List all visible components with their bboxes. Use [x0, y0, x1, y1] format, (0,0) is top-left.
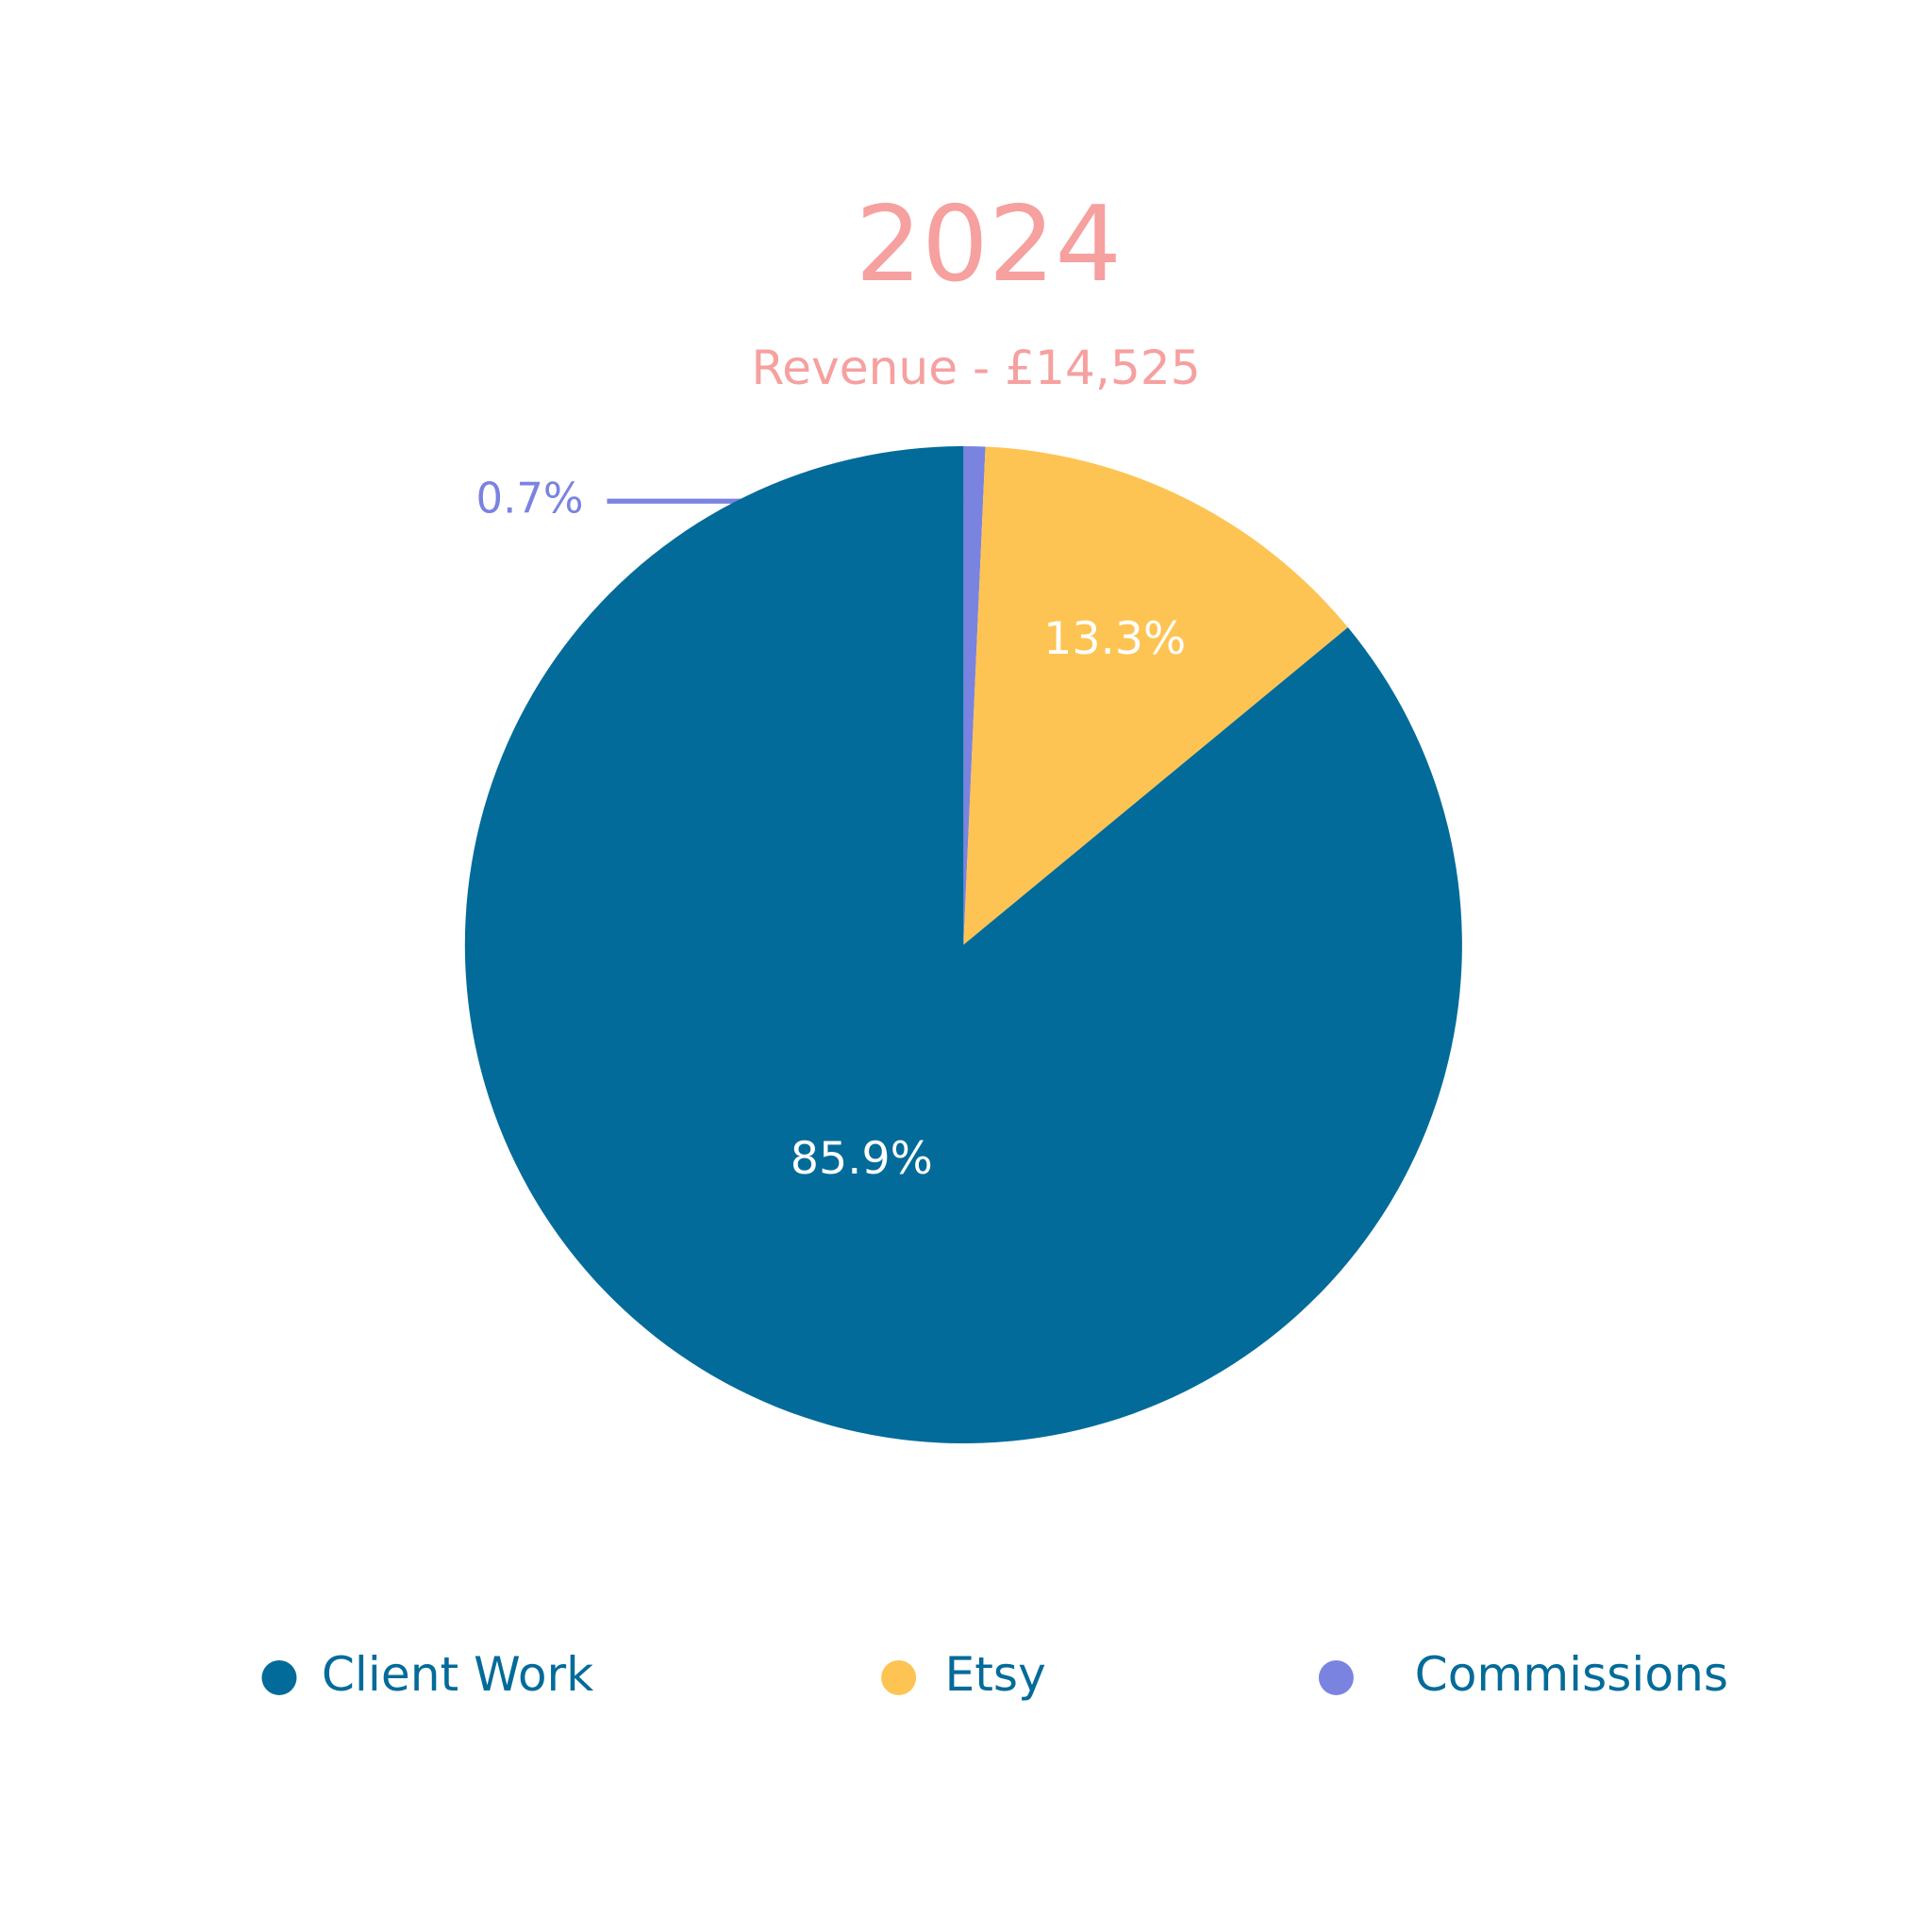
pie-slice — [963, 446, 986, 945]
legend-swatch — [261, 1659, 297, 1695]
pie-slice — [464, 446, 1462, 1444]
pie: 0.7% 13.3% 85.9% — [464, 446, 1462, 1444]
legend-label: Commissions — [1415, 1646, 1728, 1702]
chart-title: 2024 — [856, 184, 1122, 306]
data-label: 85.9% — [791, 1133, 933, 1185]
legend-swatch — [881, 1659, 917, 1695]
legend-label: Etsy — [945, 1646, 1046, 1702]
pie-slice — [963, 446, 1348, 945]
legend-swatch — [1318, 1659, 1354, 1695]
legend-label: Client Work — [322, 1646, 593, 1702]
chart-subtitle: Revenue - £14,525 — [752, 340, 1201, 395]
data-label: 13.3% — [1043, 613, 1186, 665]
data-label: 0.7% — [476, 473, 584, 523]
legend: Client Work Etsy Commissions — [261, 1646, 1728, 1702]
